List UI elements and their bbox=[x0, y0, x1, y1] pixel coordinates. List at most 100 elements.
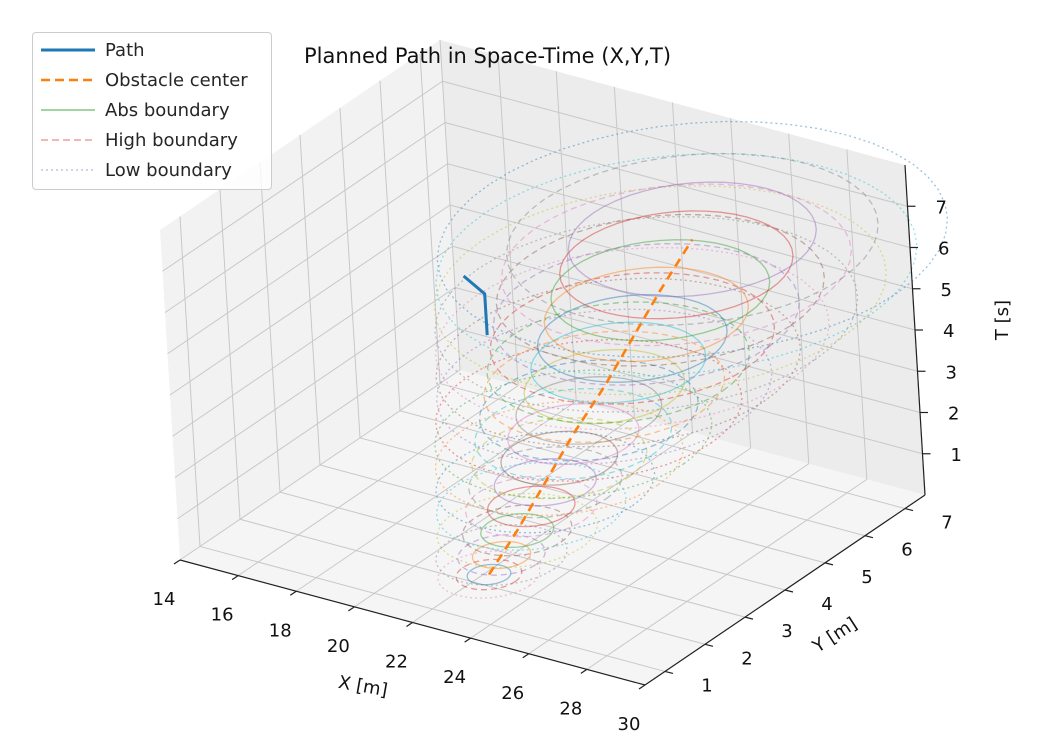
grid-line-z-ywall bbox=[452, 245, 918, 372]
abs-boundary-ring bbox=[486, 485, 576, 528]
grid-line-y-floor bbox=[359, 437, 826, 564]
low-boundary-ring bbox=[434, 246, 830, 431]
y-tick-label: 6 bbox=[901, 540, 912, 561]
grid-line-z-xwall bbox=[162, 80, 443, 272]
legend-label-high-boundary: High boundary bbox=[105, 129, 238, 151]
low-boundary-ring bbox=[433, 185, 887, 396]
high-boundary-ring bbox=[457, 534, 546, 576]
high-boundary-ring bbox=[495, 213, 825, 367]
abs-boundary-ring bbox=[471, 540, 532, 570]
low-boundary-ring bbox=[435, 339, 743, 482]
abs-boundary-ring bbox=[543, 266, 750, 363]
axis-lines bbox=[173, 164, 931, 690]
low-boundary-ring bbox=[436, 492, 599, 569]
z-tick-label: 7 bbox=[936, 197, 947, 218]
legend-item-high-boundary: High boundary bbox=[39, 127, 238, 153]
high-boundary-ring bbox=[486, 301, 751, 424]
high-boundary-ring bbox=[483, 330, 726, 443]
legend-item-path: Path bbox=[39, 37, 145, 63]
low-boundary-ring bbox=[435, 431, 656, 534]
grid-line-z-xwall bbox=[167, 163, 448, 355]
x-tick-label: 26 bbox=[501, 683, 524, 704]
grid-line-z-xwall bbox=[174, 287, 456, 478]
low-boundary-ring bbox=[435, 153, 918, 377]
x-tick-mark bbox=[580, 668, 588, 674]
legend-swatch-obstacle-center bbox=[41, 78, 95, 82]
x-tick-mark bbox=[522, 653, 530, 659]
x-tick-mark bbox=[173, 559, 181, 565]
data-series bbox=[462, 238, 694, 576]
grid-line-z-ywall bbox=[457, 328, 923, 455]
x-axis-label: X [m] bbox=[337, 672, 390, 701]
boundary-rings bbox=[433, 120, 949, 599]
high-boundary-ring bbox=[468, 446, 623, 519]
legend-label-path: Path bbox=[105, 39, 145, 61]
y-tick-mark bbox=[824, 562, 834, 566]
y-tick-label: 2 bbox=[741, 648, 752, 669]
y-tick-label: 3 bbox=[781, 621, 792, 642]
abs-boundary-ring bbox=[480, 513, 555, 548]
low-boundary-ring bbox=[435, 277, 802, 448]
y-tick-mark bbox=[704, 643, 714, 647]
abs-boundary-ring bbox=[530, 321, 707, 404]
grid-line-y-floor bbox=[239, 518, 706, 645]
y-tick-mark bbox=[864, 535, 874, 539]
grid-line-z-ywall bbox=[454, 287, 921, 413]
z-tick-label: 5 bbox=[941, 280, 952, 301]
grid-line-z-xwall bbox=[177, 328, 458, 520]
chart-title: Planned Path in Space-Time (X,Y,T) bbox=[304, 44, 672, 68]
legend-item-obstacle-center: Obstacle center bbox=[39, 67, 248, 93]
high-boundary-ring bbox=[474, 387, 673, 481]
obstacle-center-series-line bbox=[487, 238, 694, 576]
z-tick-label: 6 bbox=[938, 239, 949, 260]
x-tick-mark bbox=[289, 590, 297, 596]
high-boundary-ring bbox=[471, 417, 648, 500]
grid-lines bbox=[162, 39, 926, 686]
abs-boundary-ring bbox=[550, 239, 771, 342]
grid-line-z-xwall bbox=[172, 245, 453, 437]
high-boundary-ring bbox=[455, 558, 523, 591]
high-boundary-ring bbox=[500, 183, 852, 347]
abs-boundary-ring bbox=[466, 563, 512, 586]
high-boundary-ring bbox=[505, 152, 879, 326]
y-tick-label: 1 bbox=[701, 675, 712, 696]
low-boundary-ring bbox=[434, 216, 859, 413]
abs-boundary-ring bbox=[567, 181, 817, 298]
y-tick-mark bbox=[744, 616, 754, 620]
grid-line-y-floor bbox=[439, 383, 906, 510]
grid-line-y-floor bbox=[319, 464, 786, 591]
grid-line-z-ywall bbox=[447, 163, 913, 290]
y-tick-mark bbox=[784, 589, 794, 593]
abs-boundary-ring bbox=[500, 430, 619, 486]
x-tick-label: 30 bbox=[618, 714, 641, 735]
y-tick-label: 5 bbox=[861, 567, 872, 588]
z-tick-label: 4 bbox=[943, 321, 954, 342]
abs-boundary-ring bbox=[523, 348, 686, 425]
x-tick-mark bbox=[638, 684, 646, 690]
y-axis-label: Y [m] bbox=[808, 613, 861, 657]
x-tick-label: 28 bbox=[559, 698, 582, 719]
abs-boundary-ring bbox=[559, 210, 794, 320]
x-tick-mark bbox=[348, 606, 355, 612]
high-boundary-ring bbox=[478, 359, 699, 462]
legend-swatch-high-boundary bbox=[41, 139, 95, 141]
y-tick-mark bbox=[904, 507, 914, 512]
z-tick-label: 2 bbox=[948, 404, 959, 425]
grid-line-z-xwall bbox=[164, 122, 446, 313]
grid-line-z-xwall bbox=[169, 204, 451, 396]
x-tick-mark bbox=[464, 637, 471, 643]
x-tick-mark bbox=[231, 575, 239, 581]
y-tick-label: 4 bbox=[821, 594, 832, 615]
legend-item-low-boundary: Low boundary bbox=[39, 157, 232, 183]
x-tick-label: 18 bbox=[269, 620, 292, 641]
x-tick-label: 22 bbox=[385, 652, 408, 673]
grid-line-z-ywall bbox=[449, 204, 916, 331]
y-tick-label: 7 bbox=[941, 513, 952, 534]
grid-line-z-ywall bbox=[444, 122, 911, 248]
legend-swatch-path bbox=[41, 48, 95, 52]
legend-label-obstacle-center: Obstacle center bbox=[105, 69, 248, 91]
z-axis-label: T [s] bbox=[992, 300, 1013, 341]
abs-boundary-ring bbox=[493, 458, 597, 507]
y-tick-mark bbox=[664, 670, 674, 675]
